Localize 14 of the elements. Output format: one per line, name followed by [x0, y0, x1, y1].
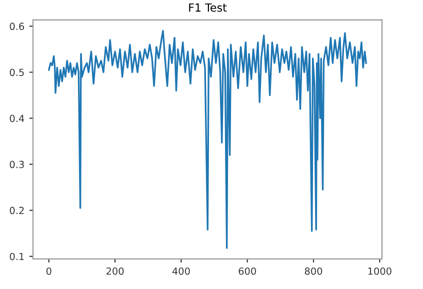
x-tick-label: 600: [238, 267, 256, 275]
y-tick-label: 0.2: [10, 206, 24, 214]
y-tick-label: 0.3: [10, 160, 24, 168]
y-tick-label: 0.1: [10, 252, 24, 260]
x-tick-label: 1000: [368, 267, 392, 275]
x-tick-label: 0: [46, 267, 52, 275]
y-tick-label: 0.6: [10, 22, 24, 30]
chart-title: F1 Test: [189, 4, 227, 12]
x-tick-label: 400: [172, 267, 190, 275]
x-tick-label: 800: [304, 267, 322, 275]
line-series: [48, 30, 367, 249]
y-tick-label: 0.5: [10, 68, 24, 76]
y-tick-label: 0.4: [10, 114, 24, 122]
x-tick-label: 200: [106, 267, 124, 275]
